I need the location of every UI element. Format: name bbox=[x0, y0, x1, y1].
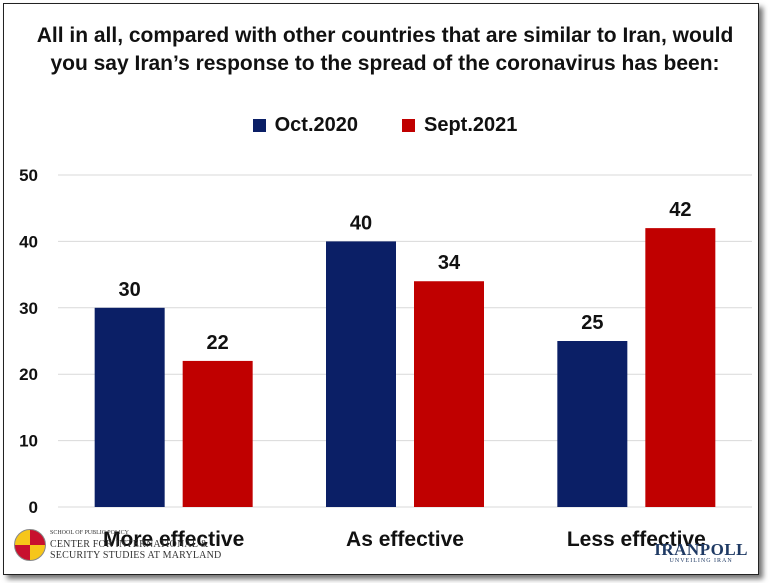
bar bbox=[645, 228, 716, 507]
y-tick-label: 0 bbox=[29, 498, 38, 517]
bar bbox=[94, 307, 165, 507]
x-tick-label: Less effective bbox=[567, 528, 706, 551]
data-label: 22 bbox=[207, 332, 229, 354]
x-tick-label: As effective bbox=[346, 528, 464, 551]
legend-swatch-sept-2021 bbox=[402, 119, 415, 132]
chart-title-line-2: you say Iran’s response to the spread of… bbox=[50, 52, 720, 75]
legend-label-oct-2020: Oct.2020 bbox=[274, 114, 358, 136]
x-tick-label: More effective bbox=[103, 528, 244, 551]
y-tick-label: 40 bbox=[19, 232, 38, 251]
logo-center-line-2: SECURITY STUDIES AT MARYLAND bbox=[50, 550, 222, 561]
data-label: 40 bbox=[350, 212, 372, 234]
chart-title: All in all, compared with other countrie… bbox=[0, 22, 770, 78]
y-tick-label: 30 bbox=[19, 299, 38, 318]
iranpoll-name: IRANPOLL bbox=[654, 540, 748, 559]
bar bbox=[326, 241, 396, 507]
data-label: 25 bbox=[581, 312, 603, 334]
cissm-logo: SCHOOL OF PUBLIC POLICY CENTER FOR INTER… bbox=[14, 528, 221, 561]
legend-item-sept-2021: Sept.2021 bbox=[402, 114, 517, 137]
iranpoll-tagline: UNVEILING IRAN bbox=[669, 558, 733, 564]
legend-swatch-oct-2020 bbox=[252, 119, 266, 132]
chart-title-line-1: All in all, compared with other countrie… bbox=[36, 24, 734, 47]
bar bbox=[557, 341, 628, 507]
legend-label-sept-2021: Sept.2021 bbox=[424, 114, 518, 136]
logo-center-line-1: CENTER FOR INTERNATIONAL & bbox=[50, 539, 209, 550]
logo-school-text: SCHOOL OF PUBLIC POLICY bbox=[50, 530, 129, 536]
chart-legend: Oct.2020 Sept.2021 bbox=[0, 114, 770, 137]
y-tick-label: 50 bbox=[19, 166, 38, 185]
data-label: 34 bbox=[438, 252, 461, 274]
data-label: 42 bbox=[669, 199, 691, 221]
bar bbox=[414, 281, 484, 507]
y-tick-label: 20 bbox=[19, 365, 38, 384]
university-seal-icon bbox=[14, 528, 46, 561]
y-tick-label: 10 bbox=[19, 432, 38, 451]
data-label: 30 bbox=[119, 279, 141, 301]
legend-item-oct-2020: Oct.2020 bbox=[252, 114, 358, 137]
bar bbox=[182, 360, 253, 507]
iranpoll-logo: IRANPOLL UNVEILING IRAN bbox=[654, 540, 748, 564]
